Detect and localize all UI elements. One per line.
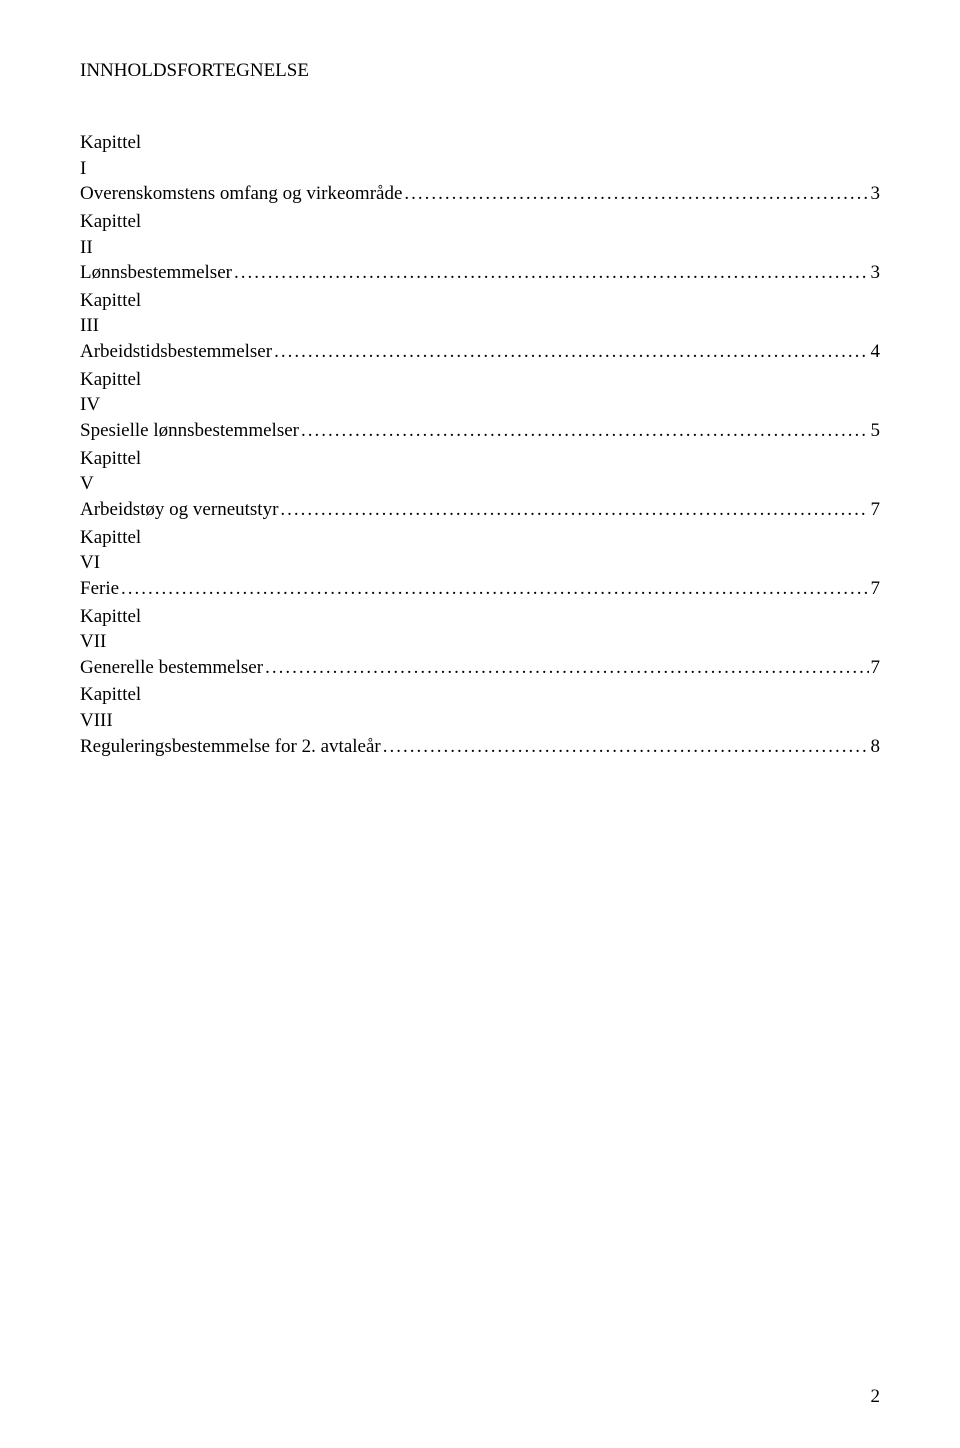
toc-label: Kapittel <box>80 209 880 235</box>
toc-label: Kapittel <box>80 367 880 393</box>
toc-item: KapittelIIIArbeidstidsbestemmelser 4 <box>80 288 880 365</box>
toc-leader <box>263 655 868 681</box>
page-title: INNHOLDSFORTEGNELSE <box>80 60 880 82</box>
toc-label: Kapittel <box>80 130 880 156</box>
toc-leader <box>272 339 868 365</box>
toc-entry-page: 7 <box>869 576 881 602</box>
toc-entry-text: Overenskomstens omfang og virkeområde <box>80 181 402 207</box>
toc-entry-page: 7 <box>869 497 881 523</box>
toc-item: KapittelVIIGenerelle bestemmelser 7 <box>80 604 880 681</box>
toc-item: KapittelIILønnsbestemmelser 3 <box>80 209 880 286</box>
toc-item: KapittelVIIIReguleringsbestemmelse for 2… <box>80 682 880 759</box>
toc-label: Kapittel <box>80 604 880 630</box>
page-number: 2 <box>871 1386 881 1408</box>
toc-chapter-number: VII <box>80 629 880 655</box>
toc-leader <box>381 734 869 760</box>
toc-entry-text: Arbeidstidsbestemmelser <box>80 339 272 365</box>
toc-entry: Arbeidstidsbestemmelser 4 <box>80 339 880 365</box>
toc-leader <box>232 260 869 286</box>
toc-entry-page: 3 <box>869 260 881 286</box>
toc-entry: Generelle bestemmelser 7 <box>80 655 880 681</box>
toc-entry: Reguleringsbestemmelse for 2. avtaleår 8 <box>80 734 880 760</box>
toc-leader <box>278 497 868 523</box>
toc-chapter-number: III <box>80 313 880 339</box>
toc-chapter-number: VIII <box>80 708 880 734</box>
toc-chapter-number: II <box>80 235 880 261</box>
toc-entry: Ferie 7 <box>80 576 880 602</box>
toc-entry-text: Generelle bestemmelser <box>80 655 263 681</box>
toc-item: KapittelIVSpesielle lønnsbestemmelser 5 <box>80 367 880 444</box>
toc-chapter-number: VI <box>80 550 880 576</box>
toc-item: KapittelIOverenskomstens omfang og virke… <box>80 130 880 207</box>
toc-entry-page: 3 <box>869 181 881 207</box>
toc-entry-text: Arbeidstøy og verneutstyr <box>80 497 278 523</box>
toc-entry: Overenskomstens omfang og virkeområde 3 <box>80 181 880 207</box>
toc-chapter-number: IV <box>80 392 880 418</box>
toc-label: Kapittel <box>80 682 880 708</box>
toc-label: Kapittel <box>80 446 880 472</box>
toc-item: KapittelVIFerie 7 <box>80 525 880 602</box>
toc-leader <box>402 181 868 207</box>
toc-entry-page: 5 <box>869 418 881 444</box>
toc-chapter-number: V <box>80 471 880 497</box>
toc-entry-text: Lønnsbestemmelser <box>80 260 232 286</box>
toc-entry-text: Ferie <box>80 576 119 602</box>
toc-entry-page: 7 <box>869 655 881 681</box>
toc-entry: Spesielle lønnsbestemmelser 5 <box>80 418 880 444</box>
toc-label: Kapittel <box>80 288 880 314</box>
toc-entry-page: 4 <box>869 339 881 365</box>
toc-entry: Lønnsbestemmelser 3 <box>80 260 880 286</box>
toc-chapter-number: I <box>80 156 880 182</box>
toc-leader <box>299 418 869 444</box>
toc-list: KapittelIOverenskomstens omfang og virke… <box>80 130 880 759</box>
toc-entry-text: Spesielle lønnsbestemmelser <box>80 418 299 444</box>
toc-leader <box>119 576 868 602</box>
toc-entry-text: Reguleringsbestemmelse for 2. avtaleår <box>80 734 381 760</box>
toc-entry: Arbeidstøy og verneutstyr 7 <box>80 497 880 523</box>
toc-entry-page: 8 <box>869 734 881 760</box>
toc-label: Kapittel <box>80 525 880 551</box>
toc-item: KapittelVArbeidstøy og verneutstyr 7 <box>80 446 880 523</box>
